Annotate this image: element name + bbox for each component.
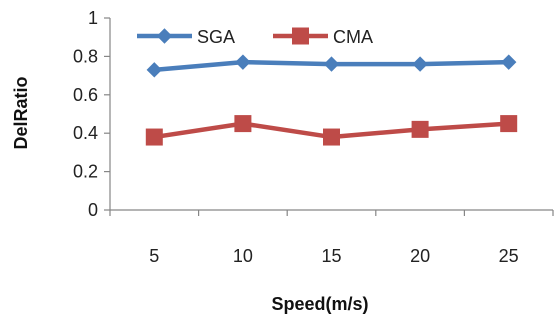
y-tick-label: 0.6	[73, 85, 98, 105]
data-point-cma	[411, 120, 429, 138]
axes	[109, 18, 553, 211]
data-point-sga	[500, 54, 517, 70]
y-tick-label: 0.8	[73, 46, 98, 66]
legend: SGA CMA	[118, 19, 398, 53]
data-point-cma	[323, 128, 340, 146]
x-ticks: 5 10 15 20 25	[109, 210, 554, 266]
legend-marker	[156, 28, 173, 44]
x-axis-title: Speed(m/s)	[271, 294, 368, 314]
data-point-cma	[145, 128, 163, 146]
legend-label: SGA	[197, 27, 235, 47]
data-point-sga	[235, 54, 251, 70]
data-point-sga	[146, 62, 163, 78]
legend-marker	[292, 27, 309, 45]
x-tick-label: 15	[321, 246, 341, 266]
data-point-cma	[500, 115, 518, 133]
y-tick-label: 0	[88, 200, 98, 220]
series	[145, 54, 518, 146]
data-point-sga	[412, 56, 428, 72]
y-tick-label: 0.4	[73, 123, 98, 143]
series-cma	[145, 115, 518, 146]
series-sga	[146, 54, 517, 78]
data-point-sga	[323, 56, 340, 72]
x-tick-label: 20	[410, 246, 430, 266]
y-ticks: 0 0.2 0.4 0.6 0.8 1	[73, 8, 110, 220]
x-tick-label: 25	[499, 246, 519, 266]
y-axis-title: DelRatio	[11, 76, 31, 149]
legend-label: CMA	[333, 27, 373, 47]
legend-item-cma: CMA	[273, 27, 373, 47]
data-point-cma	[234, 115, 252, 133]
y-tick-label: 0.2	[73, 162, 98, 182]
x-tick-label: 10	[233, 246, 253, 266]
x-tick-label: 5	[149, 246, 159, 266]
y-tick-label: 1	[88, 8, 98, 28]
legend-item-sga: SGA	[137, 27, 235, 47]
